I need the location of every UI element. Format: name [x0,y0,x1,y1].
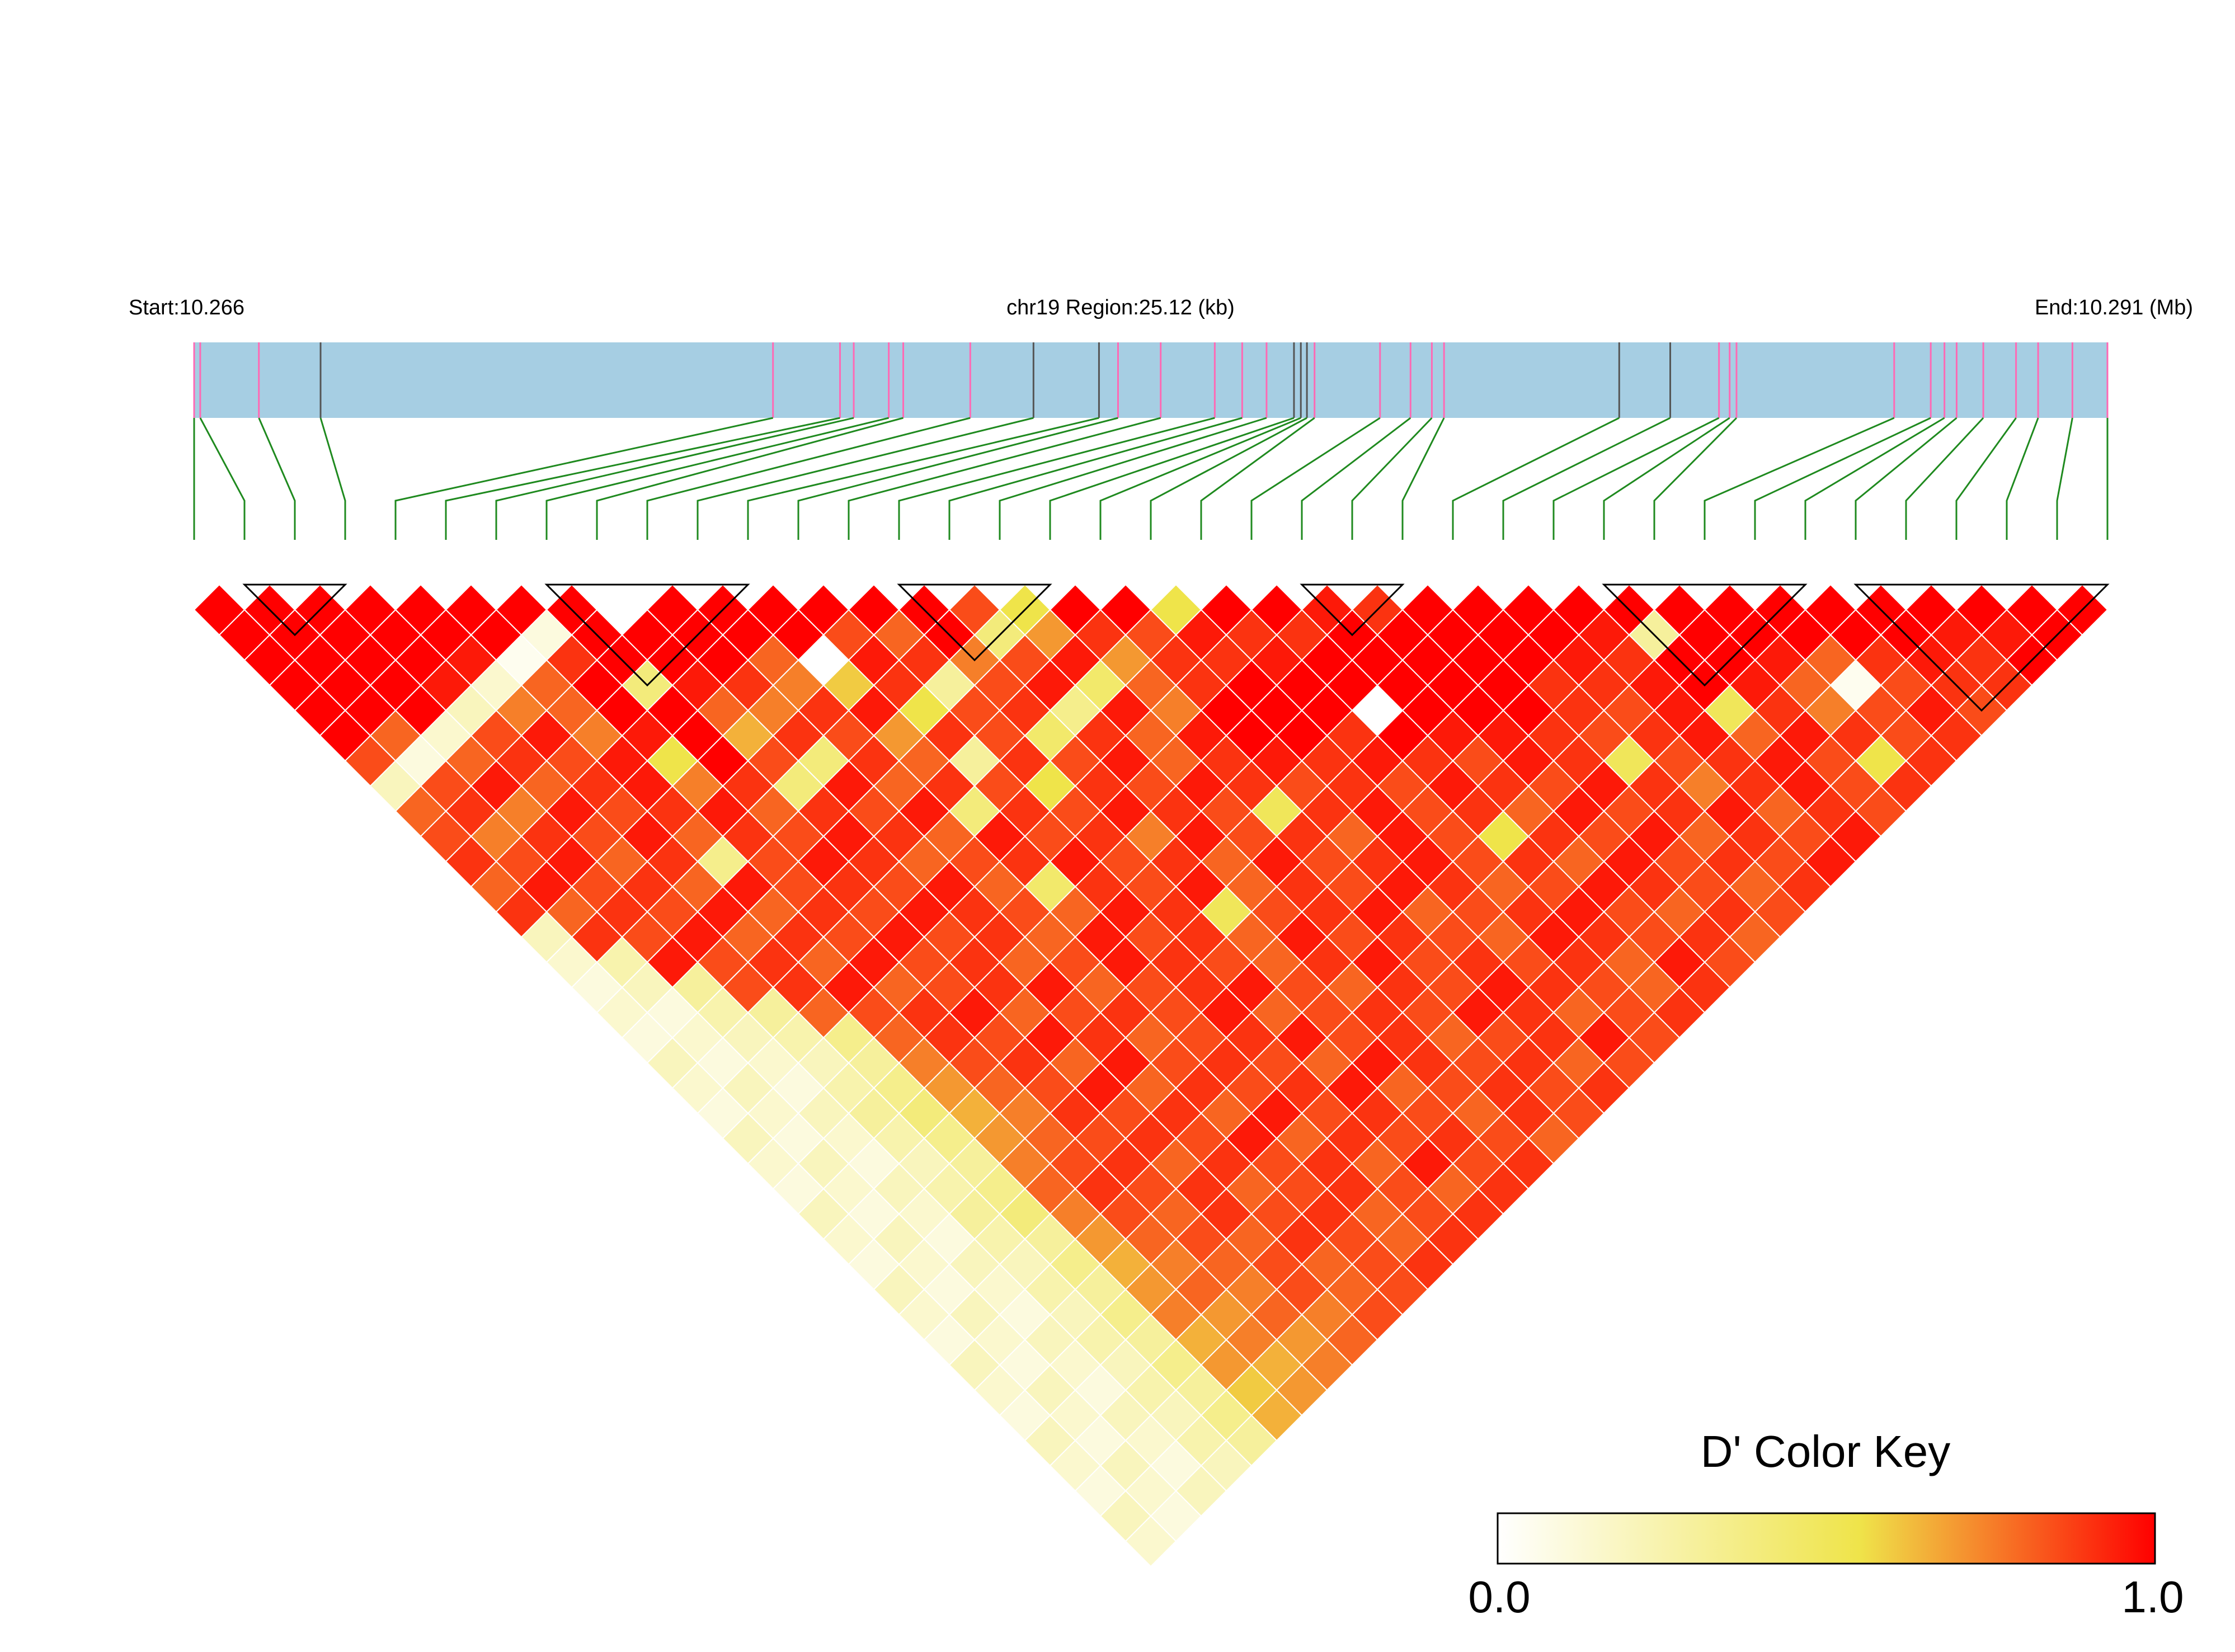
ld-block-outline [1300,583,1405,637]
snp-connector [1099,417,1301,540]
snp-connector [545,417,890,540]
snp-connector [1603,417,1730,540]
snp-connector [1049,417,1295,540]
snp-connector [394,417,774,540]
snp-connector [797,417,1118,540]
snp-connector [1502,417,1671,540]
gene-track [194,342,2107,418]
ld-block-outline [897,583,1052,662]
ld-block-outline [544,583,750,687]
snp-connector [2056,417,2073,540]
snp-connector [1704,417,1895,540]
snp-connector [999,417,1267,540]
ld-cell [1124,1515,1177,1568]
snp-connector [1452,417,1620,540]
snp-connector [1855,417,1958,540]
snp-connector [258,417,296,540]
snp-connector [199,417,246,540]
ld-block-outline [242,583,347,637]
snp-connector [1804,417,1945,540]
region-start-label: Start:10.266 [129,296,244,319]
ld-cells [193,583,2109,1568]
snp-connector [1754,417,1931,540]
snp-connector [1200,417,1315,540]
snp-connector [898,417,1215,540]
snp-connector [596,417,904,540]
snp-connector [1301,417,1411,540]
ld-block-outline [1602,583,1808,687]
snp-markers [193,342,2109,418]
color-key-max-label: 1.0 [2121,1572,2184,1622]
snp-connector [445,417,840,540]
snp-connector [1351,417,1433,540]
snp-connector-lines [193,417,2109,540]
snp-connector [2006,417,2039,540]
snp-connector [1653,417,1738,540]
color-key-min-label: 0.0 [1468,1572,1530,1622]
ld-block-outlines [242,583,2110,712]
snp-connector [495,417,854,540]
snp-connector [1401,417,1445,540]
snp-connector [646,417,971,540]
color-key-title: D' Color Key [1701,1427,1951,1476]
snp-connector [697,417,1034,540]
region-end-label: End:10.291 (Mb) [2035,296,2193,319]
snp-connector [948,417,1243,540]
snp-connector [319,417,346,540]
color-key-bar [1497,1512,2156,1565]
snp-connector [1955,417,2017,540]
snp-connector [848,417,1161,540]
ld-block-outline [1853,583,2110,712]
snp-connector [1150,417,1307,540]
snp-connector [1250,417,1381,540]
snp-connector [747,417,1099,540]
region-center-label: chr19 Region:25.12 (kb) [1006,296,1235,319]
snp-connector [1905,417,1984,540]
snp-connector [1552,417,1720,540]
